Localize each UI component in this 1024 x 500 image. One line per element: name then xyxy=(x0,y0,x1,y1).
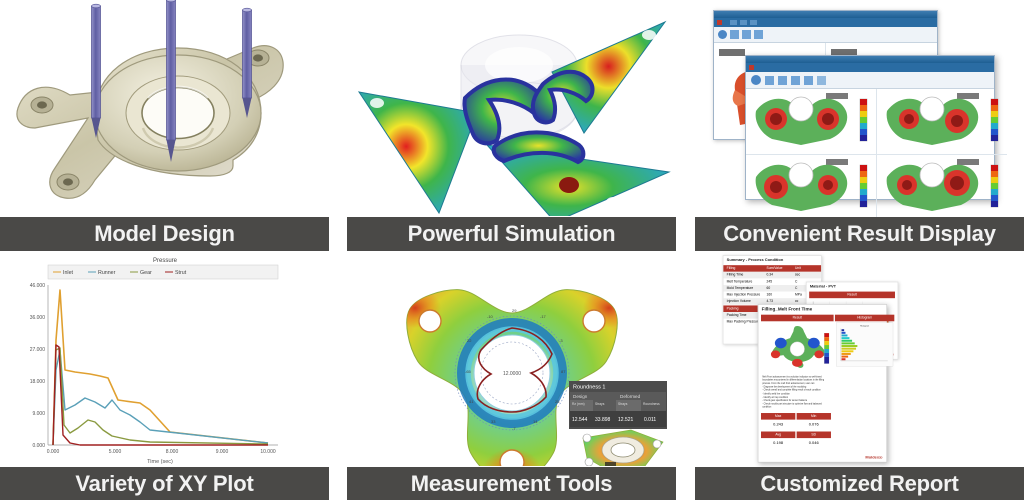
svg-text:Strays: Strays xyxy=(618,402,628,406)
svg-text:18.000: 18.000 xyxy=(30,379,46,385)
svg-text:Strays: Strays xyxy=(595,402,605,406)
svg-text:Roundness 1: Roundness 1 xyxy=(573,385,605,391)
svg-text:12.521: 12.521 xyxy=(618,417,634,423)
svg-text:5.000: 5.000 xyxy=(109,449,122,455)
svg-text:Runner: Runner xyxy=(98,270,116,276)
svg-text:36.000: 36.000 xyxy=(30,315,46,321)
svg-text:Gear: Gear xyxy=(140,270,152,276)
svg-text:Inlet: Inlet xyxy=(63,270,74,276)
svg-text:87: 87 xyxy=(561,369,566,374)
svg-text:33.898: 33.898 xyxy=(595,417,611,423)
svg-text:22: 22 xyxy=(467,338,472,343)
svg-text:10.000: 10.000 xyxy=(260,449,276,455)
svg-text:Time (sec): Time (sec) xyxy=(147,459,173,465)
svg-text:9.000: 9.000 xyxy=(32,411,45,417)
svg-text:12.544: 12.544 xyxy=(572,417,588,423)
svg-text:46.000: 46.000 xyxy=(30,283,46,289)
svg-text:Rz (mm): Rz (mm) xyxy=(572,402,585,406)
svg-text:0.000: 0.000 xyxy=(32,443,45,449)
svg-text:33: 33 xyxy=(491,419,496,424)
svg-text:-10: -10 xyxy=(487,314,494,319)
svg-text:Roundness: Roundness xyxy=(643,402,660,406)
svg-text:-65: -65 xyxy=(465,369,472,374)
svg-text:Deformed: Deformed xyxy=(620,394,641,399)
svg-text:14: 14 xyxy=(533,419,538,424)
svg-text:Histogram: Histogram xyxy=(860,325,869,328)
svg-text:9.000: 9.000 xyxy=(216,449,229,455)
svg-text:Strut: Strut xyxy=(175,270,187,276)
svg-text:0.011: 0.011 xyxy=(644,417,656,423)
svg-text:Pressure: Pressure xyxy=(153,258,178,264)
svg-text:-17: -17 xyxy=(540,314,547,319)
svg-text:0.000: 0.000 xyxy=(47,449,60,455)
svg-text:25: 25 xyxy=(555,399,560,404)
svg-text:Design: Design xyxy=(573,394,588,399)
svg-text:12.0000: 12.0000 xyxy=(503,371,521,377)
svg-text:8.000: 8.000 xyxy=(166,449,179,455)
svg-text:29: 29 xyxy=(512,308,517,313)
svg-text:27.000: 27.000 xyxy=(30,347,46,353)
svg-text:41: 41 xyxy=(469,399,474,404)
